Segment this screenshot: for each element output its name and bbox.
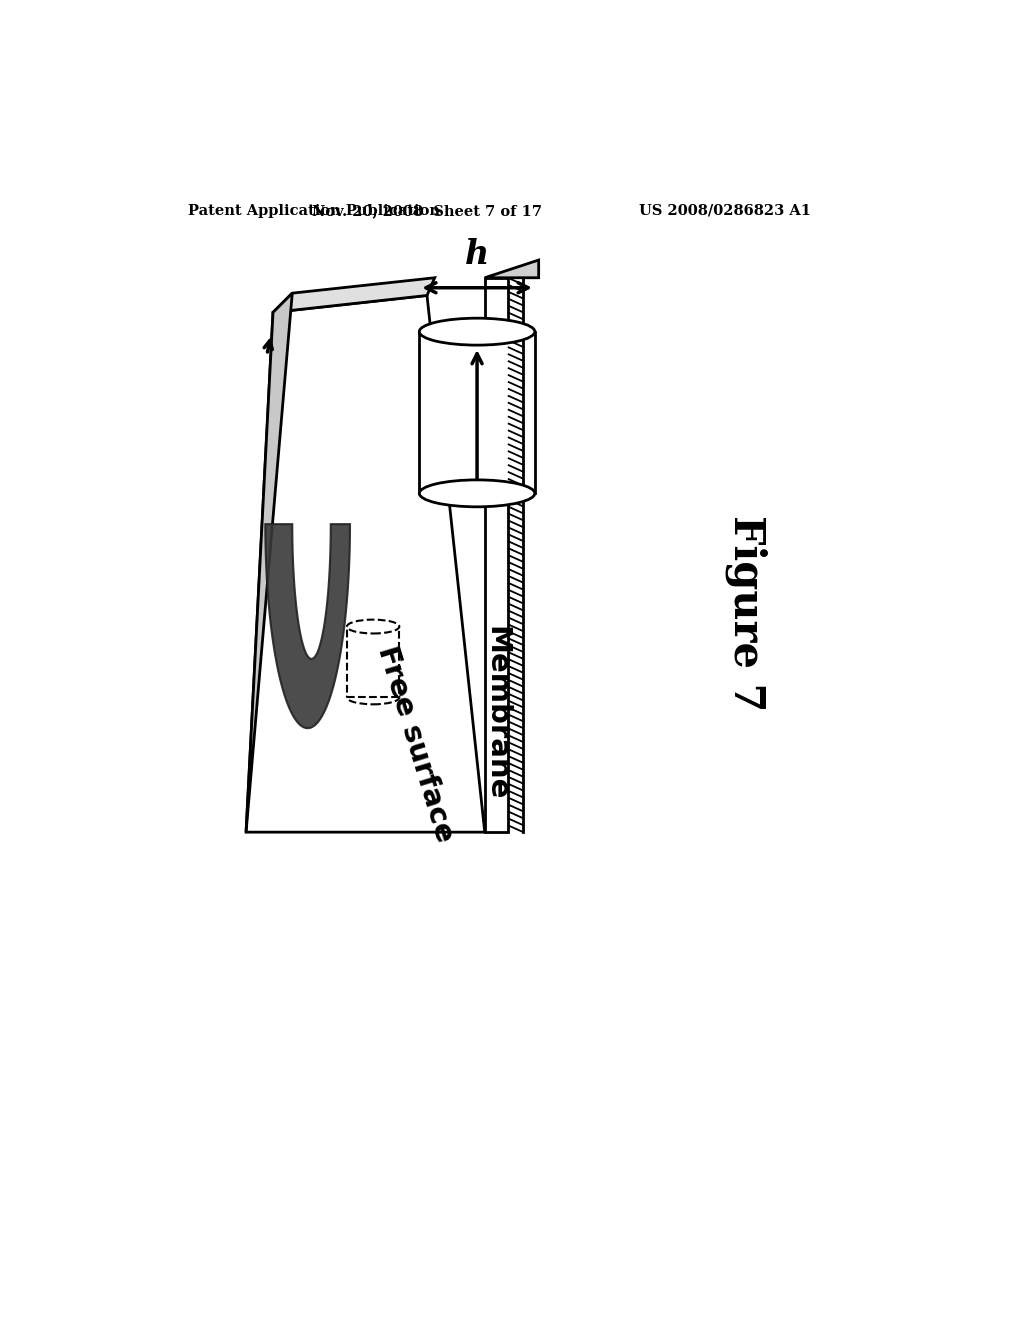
Polygon shape: [265, 524, 350, 729]
Polygon shape: [484, 277, 508, 832]
Text: h: h: [465, 238, 489, 271]
Polygon shape: [484, 260, 539, 277]
Ellipse shape: [347, 619, 399, 634]
Ellipse shape: [419, 318, 535, 345]
Bar: [419, 331, 535, 494]
Ellipse shape: [419, 480, 535, 507]
Text: Membrane: Membrane: [482, 626, 510, 800]
Ellipse shape: [347, 690, 399, 705]
Polygon shape: [246, 293, 292, 832]
Text: Figure 7: Figure 7: [725, 515, 768, 711]
Text: Free surface: Free surface: [373, 642, 459, 845]
Text: US 2008/0286823 A1: US 2008/0286823 A1: [639, 203, 811, 218]
Text: Patent Application Publication: Patent Application Publication: [188, 203, 440, 218]
Polygon shape: [246, 296, 484, 832]
Polygon shape: [273, 277, 435, 313]
Bar: [347, 627, 399, 697]
Text: Nov. 20, 2008  Sheet 7 of 17: Nov. 20, 2008 Sheet 7 of 17: [312, 203, 542, 218]
